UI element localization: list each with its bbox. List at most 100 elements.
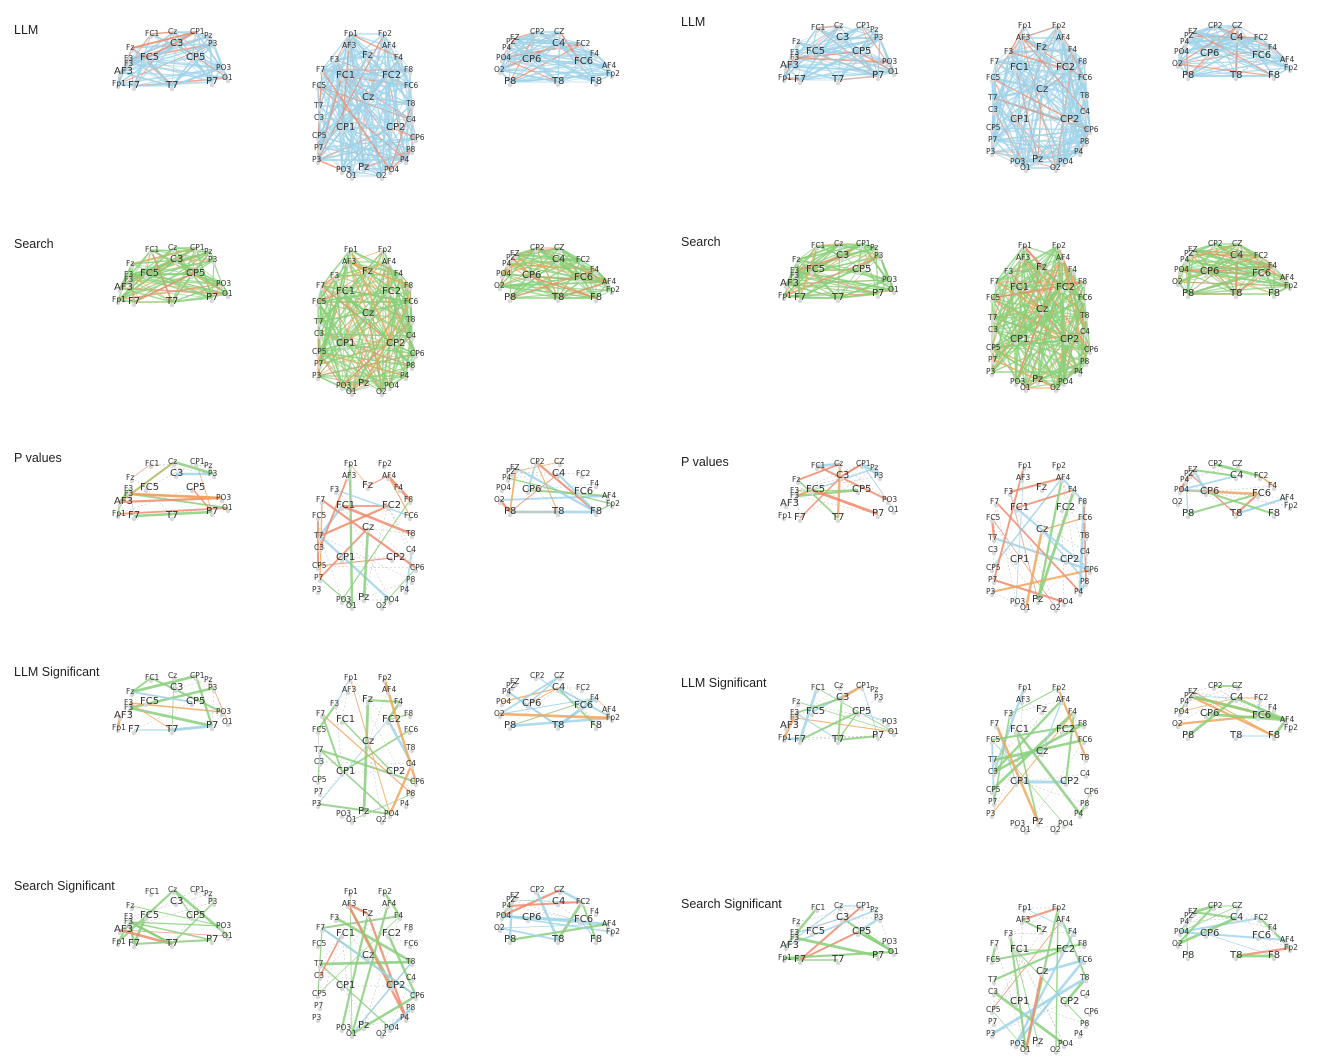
electrode-node [859, 26, 865, 32]
electrode-label-cp1: CP1 [1010, 114, 1029, 125]
edge [993, 77, 1085, 111]
electrode-node [1035, 600, 1041, 606]
electrode-node [1283, 940, 1289, 946]
electrode-label-c3: C3 [836, 692, 849, 703]
electrode-label-f3: F3 [330, 55, 339, 64]
electrode-label-f3: F3 [330, 271, 339, 280]
electrode-label-f3: F3 [124, 912, 133, 921]
electrode-node [1035, 160, 1041, 166]
electrode-node [385, 934, 391, 940]
edge [347, 45, 393, 129]
electrode-node [387, 170, 393, 176]
edge [511, 257, 609, 283]
electrode-node [1233, 476, 1239, 482]
electrode-node [1013, 730, 1019, 736]
electrode-label-f3: F3 [124, 270, 133, 279]
electrode-node [875, 294, 881, 300]
electrode-label-fc1: FC1 [1010, 944, 1029, 955]
electrode-node [1287, 728, 1293, 734]
edge [335, 275, 389, 293]
edge-faint [367, 741, 383, 821]
electrode-label-af4: AF4 [382, 899, 396, 908]
electrode-label-af3: AF3 [780, 278, 799, 289]
electrode-label-fz: Fz [126, 259, 134, 268]
edge [1009, 271, 1067, 341]
edge [367, 271, 383, 393]
electrode-label-cp5: CP5 [312, 775, 327, 784]
electrode-node [557, 32, 563, 38]
edge [797, 259, 889, 281]
electrode-label-po3: PO3 [1010, 819, 1025, 828]
electrode-node [1185, 294, 1191, 300]
edge-faint [1025, 823, 1065, 831]
electrode-node [193, 676, 199, 682]
electrode-node [381, 892, 387, 898]
electrode-label-fc6: FC6 [574, 56, 593, 67]
electrode-label-fc1: FC1 [145, 29, 160, 38]
electrode-node [127, 64, 133, 70]
electrode-node [989, 790, 995, 796]
electrode-label-af3: AF3 [1016, 253, 1030, 262]
electrode-node [797, 298, 803, 304]
electrode-label-fc6: FC6 [1078, 73, 1093, 82]
electrode-node [989, 152, 995, 158]
electrode-node [781, 516, 787, 522]
electrode-node [781, 958, 787, 964]
edge-faint [527, 489, 581, 493]
electrode-node [219, 712, 225, 718]
electrode-node [1083, 552, 1089, 558]
edge-faint [387, 505, 417, 569]
edge [841, 37, 895, 73]
edge [129, 702, 173, 731]
edge [1057, 25, 1063, 69]
edge [1015, 287, 1063, 383]
electrode-node [379, 606, 385, 612]
edge [991, 119, 1017, 153]
electrode-node [1055, 688, 1061, 694]
electrode-label-f8: F8 [1078, 497, 1087, 506]
electrode-node [211, 902, 217, 908]
electrode-label-p3: P3 [208, 39, 218, 48]
electrode-node [1071, 932, 1077, 938]
edge [785, 247, 877, 285]
electrode-label-fp2: Fp2 [1052, 903, 1066, 912]
edge [319, 249, 385, 323]
edge [150, 249, 211, 253]
electrode-label-fp2: Fp2 [1052, 241, 1066, 250]
edge [129, 31, 175, 65]
electrode-node [1059, 700, 1065, 706]
left-hemisphere-view: FC1 Cz CP1 C3 Pz P3 Fz F3 F3 FC5 CP5 PO3 AF3 O1 Fp1 F7 T… [776, 232, 904, 304]
electrode-node [347, 34, 353, 40]
edge-faint [317, 515, 321, 537]
electrode-node [793, 713, 799, 719]
electrode-node [855, 712, 861, 718]
edge-faint [363, 579, 413, 599]
edge [129, 273, 147, 276]
electrode-label-fc1: FC1 [811, 683, 826, 692]
electrode-node [835, 960, 841, 966]
edge-faint [993, 709, 1043, 761]
edge [317, 291, 343, 303]
edge [317, 343, 393, 353]
electrode-label-cz: Cz [834, 681, 843, 690]
edge [363, 167, 391, 171]
edge [795, 25, 841, 54]
electrode-node [131, 516, 137, 522]
edge [509, 73, 613, 83]
edge-faint [1235, 715, 1259, 737]
edge [1041, 89, 1087, 143]
electrode-label-cp6: CP6 [1200, 266, 1219, 277]
electrode-node [1039, 268, 1045, 274]
electrode-node [1233, 76, 1239, 82]
edge-faint [511, 899, 613, 933]
electrode-node [339, 292, 345, 298]
electrode-label-pz: Pz [1032, 816, 1043, 827]
electrode-label-p3: P3 [312, 371, 322, 380]
edge [1055, 297, 1085, 389]
electrode-label-fc1: FC1 [1010, 62, 1029, 73]
electrode-label-p4: P4 [400, 1013, 410, 1022]
electrode-node [1235, 464, 1241, 470]
electrode-node [1191, 250, 1197, 256]
electrode-node [381, 250, 387, 256]
